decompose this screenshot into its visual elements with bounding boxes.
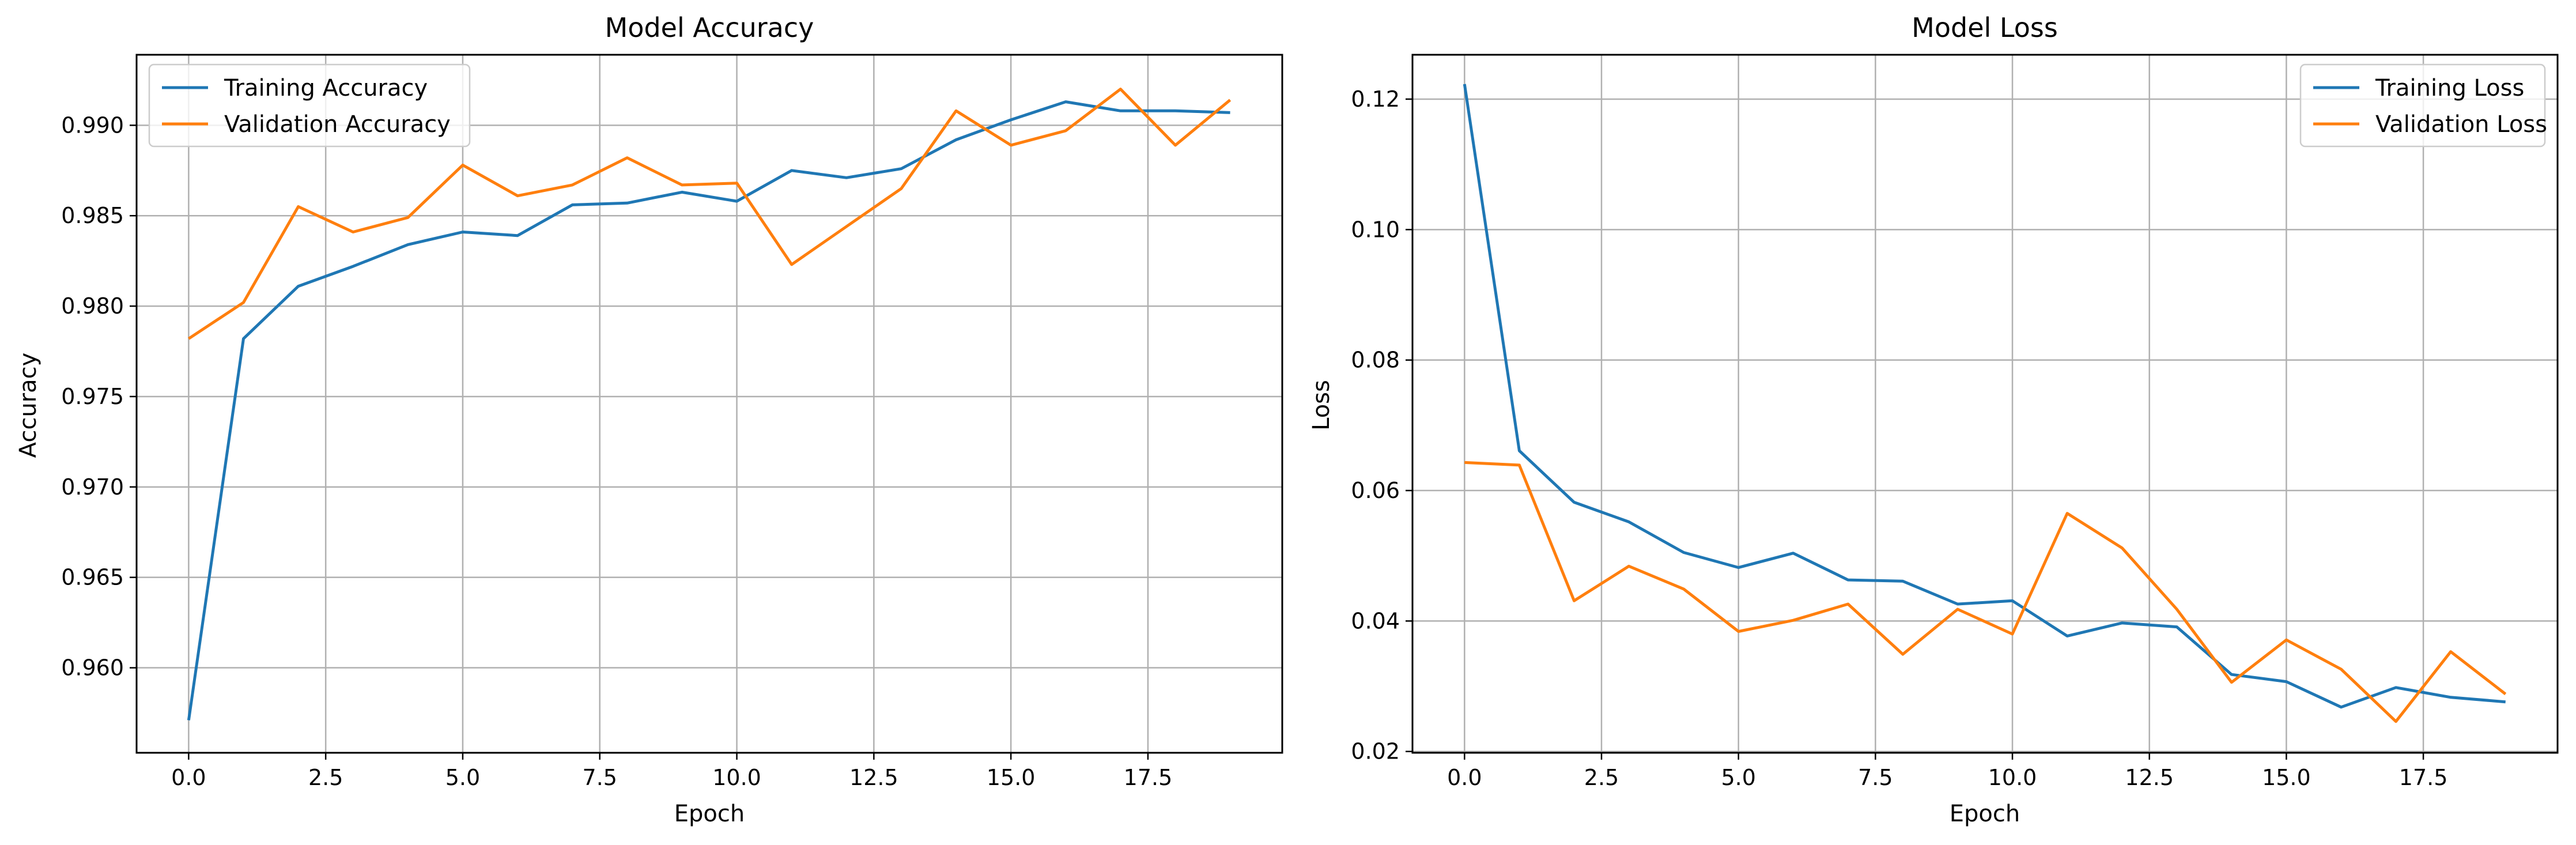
accuracy-x-tick-label: 5.0: [445, 765, 480, 790]
accuracy-x-tick-label: 0.0: [171, 765, 206, 790]
loss-legend-box: [2299, 63, 2546, 148]
loss-y-tick-label: 0.08: [1351, 348, 1400, 373]
accuracy-legend-label: Validation Accuracy: [224, 111, 451, 138]
loss-y-axis-label: Loss: [1308, 380, 1335, 431]
accuracy-y-tick-label: 0.970: [61, 474, 124, 500]
accuracy-y-axis-label: Accuracy: [15, 353, 41, 458]
accuracy-series-line-validation: [188, 88, 1232, 340]
loss-plot-area: 0.0 2.5 5.0 7.5 10.0 12.5 15.0 17.5 0.02 0.04 0.06…: [1351, 54, 2559, 790]
loss-x-axis-label: Epoch: [1950, 801, 2020, 827]
loss-chart-title: Model Loss: [1912, 12, 2058, 43]
accuracy-y-tick-label: 0.960: [61, 655, 124, 681]
loss-legend: Training Loss Validation Loss: [2299, 63, 2547, 148]
loss-y-tick-label: 0.02: [1351, 739, 1400, 764]
loss-x-tick-label: 17.5: [2399, 765, 2448, 790]
accuracy-chart-title: Model Accuracy: [605, 12, 814, 43]
accuracy-legend-label: Training Accuracy: [224, 75, 428, 101]
accuracy-series-line-training: [187, 100, 1230, 720]
loss-x-tick-label: 2.5: [1584, 765, 1619, 790]
loss-y-tick-label: 0.06: [1351, 478, 1400, 503]
loss-axes-frame: [1411, 54, 2559, 754]
loss-legend-label: Training Loss: [2375, 75, 2524, 101]
accuracy-x-tick-label: 12.5: [849, 765, 898, 790]
loss-x-tick-label: 0.0: [1447, 765, 1482, 790]
accuracy-x-tick-label: 17.5: [1124, 765, 1173, 790]
loss-y-tick-label: 0.10: [1351, 217, 1400, 242]
accuracy-y-tick-label: 0.965: [61, 565, 124, 590]
loss-series-line-validation: [1464, 461, 2507, 723]
loss-x-tick-label: 10.0: [1988, 765, 2037, 790]
loss-chart: Model Loss Epoch Loss 0.0 2.5 5.0 7.5 10.0 12…: [1308, 12, 2559, 827]
accuracy-x-tick-label: 2.5: [308, 765, 343, 790]
loss-x-tick-label: 12.5: [2125, 765, 2174, 790]
accuracy-legend: Training Accuracy Validation Accuracy: [148, 63, 471, 148]
accuracy-x-tick-label: 15.0: [987, 765, 1036, 790]
loss-y-tick-label: 0.12: [1351, 86, 1400, 112]
accuracy-y-tick-label: 0.980: [61, 293, 124, 319]
loss-x-tick-label: 15.0: [2262, 765, 2311, 790]
loss-series-line-training: [1463, 84, 2506, 709]
accuracy-x-tick-label: 10.0: [712, 765, 761, 790]
loss-x-tick-label: 5.0: [1721, 765, 1755, 790]
accuracy-chart: Model Accuracy Epoch Accuracy 0.0 2.5 5.0 7…: [15, 12, 1283, 827]
accuracy-x-axis-label: Epoch: [674, 801, 745, 827]
accuracy-plot-area: 0.0 2.5 5.0 7.5 10.0 12.5 15.0 17.5 0.960 0.965 0.…: [61, 54, 1283, 790]
accuracy-axes-frame: [135, 54, 1283, 754]
loss-y-tick-label: 0.04: [1351, 608, 1400, 633]
accuracy-y-tick-label: 0.990: [61, 112, 124, 138]
loss-legend-label: Validation Loss: [2375, 111, 2547, 138]
accuracy-x-tick-label: 7.5: [583, 765, 617, 790]
accuracy-y-tick-label: 0.975: [61, 384, 124, 409]
loss-x-tick-label: 7.5: [1858, 765, 1893, 790]
accuracy-legend-box: [148, 63, 471, 148]
accuracy-y-tick-label: 0.985: [61, 203, 124, 228]
